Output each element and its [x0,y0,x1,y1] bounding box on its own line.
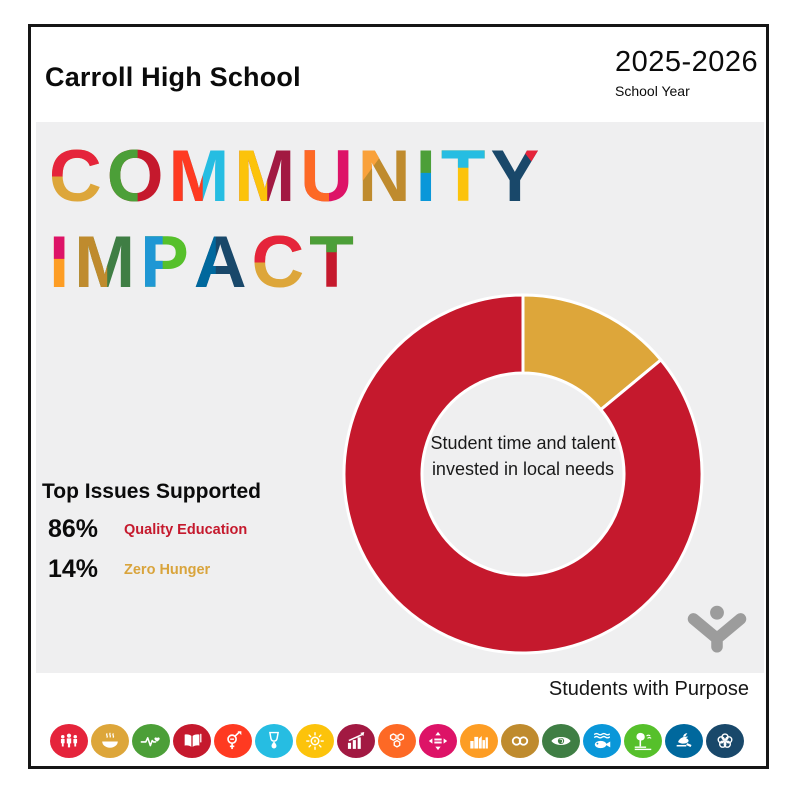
sdg-gender-equality-icon [214,724,252,758]
issue-row-quality-education: 86% Quality Education [48,515,247,544]
impact-donut-chart [342,293,704,655]
sdg-good-health-icon [132,724,170,758]
sdg-responsible-consumption-icon [501,724,539,758]
school-year-value: 2025-2026 [615,46,759,78]
brand-text: Students with Purpose [548,678,749,700]
sdg-partnerships-icon [706,724,744,758]
sdg-clean-energy-icon [296,724,334,758]
sdg-quality-education-icon [173,724,211,758]
sdg-peace-justice-icon [665,724,703,758]
sdg-no-poverty-icon [50,724,88,758]
school-year-label: School Year [615,83,690,99]
top-issues-heading: Top Issues Supported [42,480,261,503]
sdg-icons-row [50,724,744,758]
sdg-zero-hunger-icon [91,724,129,758]
issue-label: Zero Hunger [124,561,211,578]
issue-row-zero-hunger: 14% Zero Hunger [48,555,210,584]
sdg-sustainable-cities-icon [460,724,498,758]
sdg-decent-work-icon [337,724,375,758]
issue-percent: 86% [48,515,99,543]
donut-center-label: Student time and talent invested in loca… [430,433,616,480]
sdg-life-on-land-icon [624,724,662,758]
sdg-reduced-inequalities-icon [419,724,457,758]
donut-slice-quality-education [342,293,704,655]
issue-percent: 14% [48,555,99,583]
sdg-industry-innovation-icon [378,724,416,758]
school-name: Carroll High School [45,62,301,92]
issue-label: Quality Education [124,521,248,538]
school-year-block: 2025-2026 School Year [615,46,759,99]
students-with-purpose-logo-icon [687,605,747,653]
sdg-life-below-water-icon [583,724,621,758]
sdg-climate-action-icon [542,724,580,758]
sdg-clean-water-icon [255,724,293,758]
